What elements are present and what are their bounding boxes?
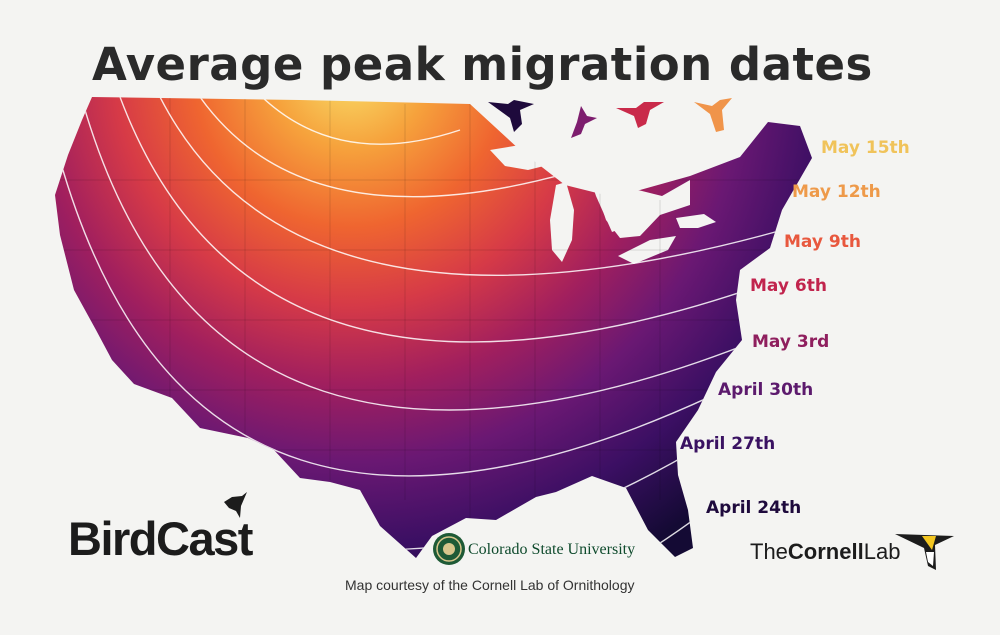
isoline-may-9 <box>159 97 801 276</box>
lake-erie <box>618 236 676 264</box>
map-credit: Map courtesy of the Cornell Lab of Ornit… <box>345 577 635 593</box>
birdcast-logo: BirdCast <box>68 512 253 565</box>
isoline-label-may-12: May 12th <box>792 182 881 202</box>
csu-logo-text: Colorado State University <box>468 541 636 558</box>
great-lakes-gap <box>598 180 690 238</box>
bird-icon <box>616 102 664 128</box>
csu-seal-icon <box>433 533 465 565</box>
cornell-logo-lab: Lab <box>863 539 901 564</box>
isoline-label-may-6: May 6th <box>750 276 827 296</box>
isoline-label-apr-27: April 27th <box>680 434 776 454</box>
bird-icon <box>694 98 732 132</box>
isoline-may-6 <box>119 97 791 343</box>
isoline-may-15 <box>261 97 461 145</box>
cornell-bird-icon <box>895 534 954 570</box>
us-map-shape <box>55 97 812 558</box>
bird-silhouettes <box>488 98 732 138</box>
isoline-may-3 <box>84 109 771 411</box>
isoline-label-apr-30: April 30th <box>718 380 814 400</box>
lake-ontario <box>676 214 716 228</box>
isoline-label-may-9: May 9th <box>784 232 861 252</box>
cornell-logo-cornell: Cornell <box>787 539 864 564</box>
map-title: Average peak migration dates <box>92 38 873 91</box>
cornell-logo-the: The <box>750 539 788 564</box>
bird-icon <box>488 100 534 132</box>
lake-michigan <box>550 182 574 262</box>
great-lakes <box>490 142 716 264</box>
cornell-lab-logo: TheCornellLab <box>750 539 900 565</box>
isoline-label-apr-24: April 24th <box>706 498 802 518</box>
isoline-apr-30 <box>59 159 746 477</box>
isoline-label-may-15: May 15th <box>821 138 910 158</box>
birdcast-bird-icon <box>224 492 247 518</box>
lake-superior <box>490 142 600 170</box>
bird-icon <box>571 106 597 138</box>
isoline-label-may-3: May 3rd <box>752 332 830 352</box>
